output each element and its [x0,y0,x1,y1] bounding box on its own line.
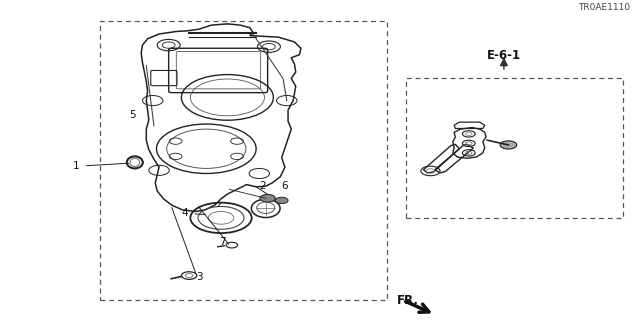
Text: E-6-1: E-6-1 [487,49,521,62]
Circle shape [500,141,516,149]
Circle shape [275,197,288,204]
Circle shape [260,195,275,202]
Text: FR.: FR. [397,294,419,307]
Text: 7: 7 [219,236,225,247]
Text: 5: 5 [129,110,136,120]
Text: 6: 6 [282,181,288,191]
Text: TR0AE1110: TR0AE1110 [578,3,630,12]
Text: 4: 4 [182,208,188,219]
Text: 1: 1 [73,161,80,171]
Bar [406,78,623,218]
Text: 2: 2 [259,181,266,191]
Bar [100,21,387,300]
Text: 3: 3 [196,271,203,282]
